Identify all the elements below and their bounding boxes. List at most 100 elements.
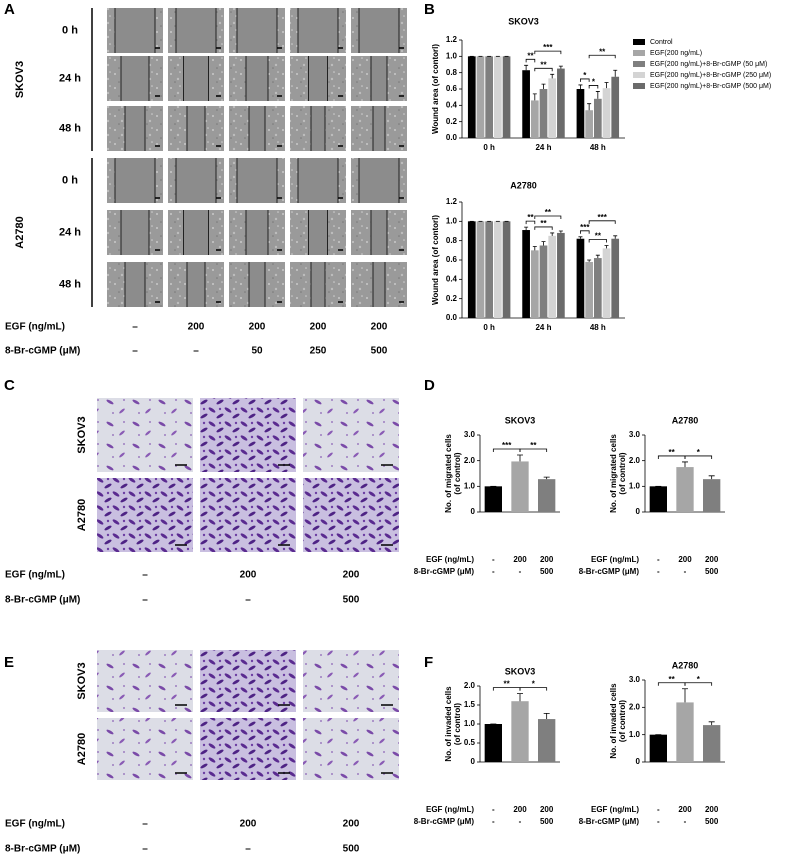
- legend-label: EGF(200 ng/mL): [650, 50, 702, 57]
- significance-bracket: [525, 220, 536, 225]
- significance-bracket: [580, 230, 590, 234]
- bar: [467, 221, 476, 318]
- wound-gap: [237, 158, 277, 203]
- bar: [502, 56, 511, 139]
- error-bar: [558, 65, 563, 69]
- significance-label: **: [540, 60, 547, 69]
- y-tick-label: 0.4: [446, 274, 458, 283]
- significance-bracket: [588, 239, 607, 243]
- x-tick-label: 0 h: [483, 143, 495, 152]
- condition-value: 200: [513, 555, 527, 564]
- error-bar: [558, 230, 563, 233]
- x-tick-label: 24 h: [535, 143, 551, 152]
- micrograph: [97, 718, 193, 780]
- condition-value: 500: [705, 817, 719, 826]
- significance-label: *: [697, 675, 701, 684]
- condition-value: 200: [343, 570, 360, 581]
- row-label: A2780: [76, 499, 88, 531]
- bar: [548, 78, 557, 138]
- wound-gap: [373, 106, 385, 151]
- condition-value: -: [657, 567, 660, 576]
- y-tick-label: 1.0: [464, 719, 476, 728]
- bar: [522, 70, 530, 138]
- wound-gap: [115, 8, 155, 53]
- panel-label: F: [424, 654, 433, 671]
- error-bar: [517, 454, 523, 462]
- bar: [557, 68, 565, 138]
- significance-bracket: [519, 687, 548, 691]
- significance-bracket: [588, 54, 616, 59]
- bar: [585, 110, 593, 138]
- condition-label: 8-Br-cGMP (μM): [414, 817, 475, 826]
- wound-gap: [187, 106, 205, 151]
- condition-value: -: [519, 567, 522, 576]
- wound-gap: [373, 262, 385, 307]
- bar: [476, 221, 485, 318]
- condition-label: 8-Br-cGMP (μM): [5, 844, 80, 855]
- condition-value: -: [492, 555, 495, 564]
- condition-value: -: [684, 817, 687, 826]
- bar: [611, 76, 620, 138]
- row-label: 24 h: [59, 226, 81, 238]
- significance-bracket: [534, 67, 553, 72]
- bar: [602, 88, 611, 138]
- bar: [585, 261, 593, 318]
- condition-value: 200: [678, 805, 692, 814]
- condition-value: –: [245, 595, 251, 606]
- x-tick-label: 48 h: [590, 323, 606, 332]
- condition-value: 500: [343, 595, 360, 606]
- condition-value: -: [657, 555, 660, 564]
- error-bar: [708, 721, 715, 726]
- error-bar: [541, 241, 546, 246]
- significance-label: **: [504, 680, 511, 689]
- condition-value: –: [142, 844, 148, 855]
- wound-gap: [176, 158, 216, 203]
- y-tick-label: 0: [471, 757, 476, 766]
- chart-title: A2780: [672, 415, 699, 425]
- bar: [576, 238, 585, 318]
- condition-label: EGF (ng/mL): [5, 322, 65, 333]
- y-tick-label: 3.0: [629, 675, 641, 684]
- bar: [467, 56, 476, 139]
- condition-value: 500: [540, 817, 554, 826]
- error-bar: [578, 84, 583, 89]
- significance-bracket: [525, 58, 536, 63]
- significance-label: **: [530, 441, 537, 450]
- significance-label: **: [599, 47, 606, 56]
- error-bar: [517, 693, 523, 702]
- condition-value: 500: [540, 567, 554, 576]
- condition-value: –: [245, 844, 251, 855]
- condition-value: 200: [705, 805, 719, 814]
- row-label: SKOV3: [76, 662, 88, 699]
- condition-label: EGF (ng/mL): [591, 805, 639, 814]
- bar: [557, 232, 565, 318]
- condition-value: –: [142, 570, 148, 581]
- bar: [576, 89, 585, 138]
- error-bar: [613, 235, 618, 239]
- wound-gap: [298, 158, 338, 203]
- condition-value: 200: [240, 570, 257, 581]
- condition-value: 200: [371, 322, 388, 333]
- y-tick-label: 2.0: [464, 456, 476, 465]
- significance-label: **: [595, 232, 602, 241]
- significance-label: **: [540, 219, 547, 228]
- wound-gap: [308, 56, 328, 101]
- wound-gap: [121, 210, 149, 255]
- row-label: SKOV3: [76, 416, 88, 453]
- condition-value: –: [132, 322, 138, 333]
- y-tick-label: 0: [471, 507, 476, 516]
- y-tick-label: 0.8: [446, 236, 458, 245]
- condition-value: 500: [343, 844, 360, 855]
- error-bar: [532, 93, 537, 101]
- legend-swatch: [633, 72, 645, 78]
- panel-label: B: [424, 1, 435, 18]
- y-tick-label: 0.2: [446, 294, 458, 303]
- condition-value: 200: [678, 555, 692, 564]
- bar: [649, 734, 667, 762]
- wound-gap: [371, 56, 387, 101]
- significance-bracket: [534, 226, 553, 230]
- wound-gap: [298, 8, 338, 53]
- significance-label: *: [592, 78, 596, 87]
- condition-value: 200: [343, 819, 360, 830]
